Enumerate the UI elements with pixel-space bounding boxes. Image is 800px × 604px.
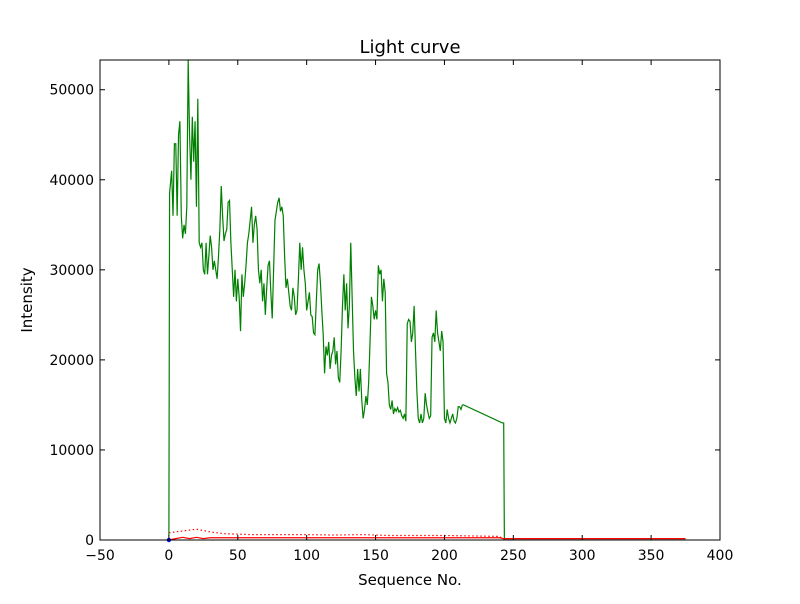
plot-area (166, 60, 686, 543)
x-tick-label: 100 (293, 548, 320, 564)
series-line-1 (168, 60, 686, 540)
y-tick-label: 50000 (49, 83, 94, 99)
y-tick-label: 40000 (49, 173, 94, 189)
y-tick-label: 30000 (49, 263, 94, 279)
axes: −50 0 50 100 150 200 250 300 350 4000100002000030… (49, 59, 734, 564)
x-tick-label: 300 (569, 548, 596, 564)
x-tick-label: 0 (164, 548, 173, 564)
series-line-3 (168, 528, 686, 540)
y-tick-label: 20000 (49, 353, 94, 369)
x-tick-label: 150 (362, 548, 389, 564)
x-axis-label: Sequence No. (358, 571, 462, 589)
chart-title: Light curve (359, 37, 460, 58)
y-tick-label: 0 (85, 533, 94, 549)
x-tick-label: 250 (500, 548, 527, 564)
axes-frame (99, 59, 721, 541)
x-tick-label: −50 (85, 548, 115, 564)
x-tick-label: 350 (638, 548, 665, 564)
x-tick-label: 400 (707, 548, 734, 564)
y-axis-label: Intensity (18, 267, 36, 332)
series-line-2 (168, 536, 686, 540)
x-tick-label: 200 (431, 548, 458, 564)
y-tick-label: 10000 (49, 443, 94, 459)
x-tick-label: 50 (229, 548, 247, 564)
